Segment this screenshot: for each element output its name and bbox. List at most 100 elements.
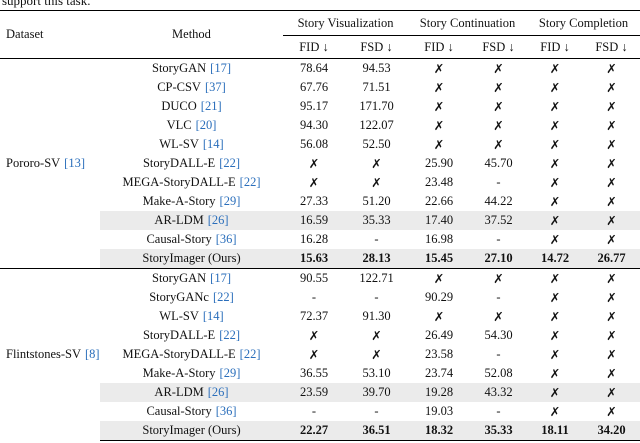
row: Make-A-Story [29] 36.55 53.10 23.74 52.08 ✗ ✗ <box>0 364 640 383</box>
value-cell: ✗ <box>606 137 617 152</box>
value-cell: ✗ <box>549 137 561 152</box>
row: MEGA-StoryDALL-E [22] ✗ ✗ 23.48 - ✗ ✗ <box>0 173 640 192</box>
value-cell: ✗ <box>606 80 617 95</box>
citation: [14] <box>202 309 224 323</box>
row: AR-LDM [26] 23.59 39.70 19.28 43.32 ✗ ✗ <box>0 383 640 402</box>
value-cell: - <box>496 404 501 418</box>
value-cell: - <box>496 347 501 361</box>
dataset-name: Flintstones-SV <box>6 347 82 362</box>
value-cell: ✗ <box>549 347 561 362</box>
method-cell: StoryImager (Ours) <box>100 421 283 441</box>
results-table: Dataset Method Story Visualization Story… <box>0 10 640 441</box>
value-cell: 26.49 <box>424 328 454 342</box>
header-group: Story Visualization <box>283 10 409 36</box>
header-metric: FSD ↓ <box>583 35 640 59</box>
value-cell: ✗ <box>371 347 382 362</box>
value-cell: 23.48 <box>424 175 454 189</box>
value-cell: ✗ <box>308 175 320 190</box>
dataset-name: Pororo-SV <box>6 156 61 170</box>
value-cell: 26.77 <box>583 249 640 269</box>
value-cell: 56.08 <box>299 137 329 151</box>
method-name: StoryGAN <box>152 61 207 75</box>
value-cell: ✗ <box>549 309 561 324</box>
value-cell: ✗ <box>371 156 382 171</box>
method-name: Causal-Story <box>146 404 212 418</box>
row: WL-SV [14] 72.37 91.30 ✗ ✗ ✗ ✗ <box>0 307 640 326</box>
row: Pororo-SV [13] StoryGAN [17] 78.64 94.53 ✗ ✗ ✗ ✗ <box>0 58 640 269</box>
value-cell: ✗ <box>606 347 617 362</box>
value-cell: ✗ <box>549 290 561 305</box>
method-cell: DUCO [21] <box>100 97 283 116</box>
row: Flintstones-SV [8] StoryGAN [17] 90.55 122.71… <box>0 268 640 441</box>
value-cell: - <box>374 232 379 246</box>
caption-fragment: support this task. <box>2 0 91 8</box>
value-cell: ✗ <box>433 309 445 324</box>
row: StoryGANc [22] - - 90.29 - ✗ ✗ <box>0 288 640 307</box>
value-cell: 35.33 <box>470 421 528 441</box>
method-name: StoryGANc <box>149 290 209 304</box>
value-cell: 14.72 <box>527 249 584 269</box>
value-cell: 22.27 <box>283 421 345 441</box>
header-group: Story Continuation <box>408 10 528 36</box>
value-cell: ✗ <box>549 99 561 114</box>
value-cell: ✗ <box>493 309 504 324</box>
value-cell: ✗ <box>433 118 445 133</box>
row: AR-LDM [26] 16.59 35.33 17.40 37.52 ✗ ✗ <box>0 211 640 230</box>
citation: [37] <box>204 80 226 94</box>
value-cell: ✗ <box>549 194 561 209</box>
row: Make-A-Story [29] 27.33 51.20 22.66 44.22 ✗ ✗ <box>0 192 640 211</box>
value-cell: ✗ <box>308 156 320 171</box>
citation: [22] <box>219 156 241 170</box>
method-name: Make-A-Story <box>142 366 216 380</box>
value-cell: ✗ <box>433 99 445 114</box>
method-name: WL-SV <box>159 137 199 151</box>
value-cell: 25.90 <box>424 156 454 170</box>
method-cell: WL-SV [14] <box>100 307 283 326</box>
citation: [22] <box>212 290 234 304</box>
citation: [20] <box>195 118 217 132</box>
value-cell: ✗ <box>606 118 617 133</box>
citation: [13] <box>64 156 85 170</box>
method-name: Make-A-Story <box>142 194 216 208</box>
row: StoryDALL-E [22] ✗ ✗ 26.49 54.30 ✗ ✗ <box>0 326 640 345</box>
method-cell: WL-SV [14] <box>100 135 283 154</box>
value-cell: 72.37 <box>299 309 329 323</box>
value-cell: 18.11 <box>527 421 584 441</box>
citation: [14] <box>202 137 224 151</box>
value-cell: ✗ <box>408 268 471 288</box>
method-cell: MEGA-StoryDALL-E [22] <box>100 173 283 192</box>
value-cell: ✗ <box>549 404 561 419</box>
value-cell: 171.70 <box>359 99 394 113</box>
value-cell: 18.32 <box>408 421 471 441</box>
method-name: StoryImager (Ours) <box>142 251 241 265</box>
header-metric: FID ↓ <box>408 35 471 59</box>
row: Causal-Story [36] - - 19.03 - ✗ ✗ <box>0 402 640 421</box>
method-cell: VLC [20] <box>100 116 283 135</box>
value-cell: ✗ <box>433 80 445 95</box>
dataset-cell: Flintstones-SV [8] <box>0 268 100 441</box>
value-cell: 19.28 <box>408 383 471 402</box>
row: MEGA-StoryDALL-E [22] ✗ ✗ 23.58 - ✗ ✗ <box>0 345 640 364</box>
citation: [36] <box>215 232 237 246</box>
row: Causal-Story [36] 16.28 - 16.98 - ✗ ✗ <box>0 230 640 249</box>
header-metric: FSD ↓ <box>470 35 528 59</box>
method-name: WL-SV <box>159 309 199 323</box>
value-cell: ✗ <box>606 290 617 305</box>
method-cell: MEGA-StoryDALL-E [22] <box>100 345 283 364</box>
value-cell: ✗ <box>308 347 320 362</box>
value-cell: ✗ <box>470 58 528 78</box>
value-cell: ✗ <box>527 58 584 78</box>
value-cell: ✗ <box>606 309 617 324</box>
value-cell: ✗ <box>549 80 561 95</box>
value-cell: ✗ <box>433 137 445 152</box>
value-cell: 34.20 <box>583 421 640 441</box>
value-cell: 16.59 <box>283 211 345 230</box>
value-cell: 22.66 <box>424 194 454 208</box>
value-cell: 71.51 <box>362 80 391 94</box>
value-cell: ✗ <box>527 268 584 288</box>
value-cell: - <box>311 404 317 418</box>
value-cell: 28.13 <box>345 249 409 269</box>
value-cell: 15.63 <box>283 249 345 269</box>
citation: [36] <box>215 404 237 418</box>
value-cell: ✗ <box>470 268 528 288</box>
